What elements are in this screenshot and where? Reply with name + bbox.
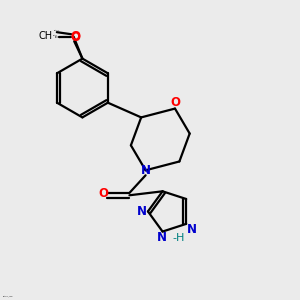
Text: O: O <box>99 187 109 200</box>
Text: methyl: methyl <box>53 35 58 36</box>
Text: N: N <box>141 164 151 177</box>
Text: N: N <box>157 231 167 244</box>
Text: methoxy_label: methoxy_label <box>3 296 13 297</box>
Text: N: N <box>187 223 196 236</box>
Text: O: O <box>171 96 181 109</box>
Text: CH: CH <box>39 31 53 41</box>
Text: methoxy: methoxy <box>54 29 60 31</box>
Text: O: O <box>70 30 80 43</box>
Text: -H: -H <box>173 233 185 243</box>
Text: methyl_grp: methyl_grp <box>55 36 62 38</box>
Text: N: N <box>136 205 146 218</box>
Text: methoxy: methoxy <box>55 35 61 37</box>
Text: O: O <box>70 31 81 44</box>
